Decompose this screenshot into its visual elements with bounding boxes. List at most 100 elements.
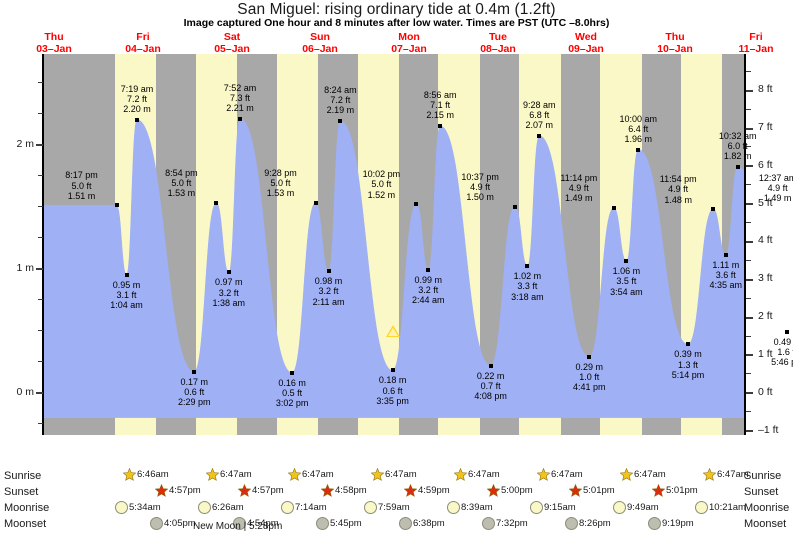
- sunrise-event-time: 6:47am: [385, 469, 417, 480]
- y-tick-left: [36, 268, 43, 271]
- y-tick-right: [746, 89, 753, 92]
- moonrise-icon: [364, 501, 377, 514]
- tide-label-line2: 6.8 ft: [529, 110, 550, 121]
- tide-label-line1: 0.95 m: [112, 279, 141, 290]
- star-icon: [620, 468, 633, 481]
- tide-label-2: 0.95 m 3.1 ft 1:04 am: [92, 280, 162, 311]
- moonset-icon: [565, 517, 578, 530]
- tide-label-7: 0.16 m 0.5 ft 3:02 pm: [257, 378, 327, 409]
- tide-label-line1: 12:37 am: [758, 172, 793, 183]
- sunset-event-2: 4:58pm: [321, 484, 367, 497]
- moonrise-event-7: 10:21am: [695, 501, 746, 514]
- tide-point-marker: [636, 147, 641, 152]
- moonrise-event-6: 9:49am: [613, 501, 659, 514]
- tide-point-marker: [134, 117, 139, 122]
- day-header-3: Sun 06–Jan: [280, 31, 360, 55]
- moonset-event-time: 7:32pm: [496, 518, 528, 529]
- moonrise-icon: [530, 501, 543, 514]
- tide-label-line1: 10:00 am: [619, 113, 658, 124]
- tide-label-1: 7:19 am 7.2 ft 2.20 m: [102, 84, 172, 115]
- tide-label-line1: 8:24 am: [324, 85, 357, 96]
- moonrise-event-2: 7:14am: [281, 501, 327, 514]
- moonrise-icon: [613, 501, 626, 514]
- day-date: 11–Jan: [738, 43, 774, 55]
- tide-point-marker: [735, 164, 740, 169]
- moonrise-icon: [115, 501, 128, 514]
- tide-label-line3: 1.82 m: [723, 151, 752, 162]
- sunset-event-time: 5:00pm: [501, 485, 533, 496]
- sunrise-row-label-left: Sunrise: [4, 470, 42, 482]
- y-tick-label-right: 1 ft: [758, 347, 773, 360]
- day-date: 10–Jan: [657, 43, 693, 55]
- tide-label-line1: 8:56 am: [423, 89, 457, 100]
- y-tick-left: [38, 423, 43, 425]
- moonrise-event-time: 7:14am: [295, 502, 327, 513]
- sunrise-event-5: 6:47am: [537, 468, 583, 481]
- y-tick-right: [746, 240, 753, 243]
- tide-point-marker: [537, 133, 542, 138]
- tide-label-line2: 5.0 ft: [71, 180, 92, 191]
- y-tick-label-right: 7 ft: [758, 121, 773, 134]
- tide-point-marker: [426, 267, 431, 272]
- tide-label-line1: 10:02 pm: [362, 169, 401, 180]
- sunset-event-time: 4:58pm: [335, 485, 367, 496]
- moonset-icon: [482, 517, 495, 530]
- y-tick-label-right: 0 ft: [758, 385, 773, 398]
- star-icon: [487, 484, 500, 497]
- tide-point-marker: [686, 342, 690, 347]
- y-tick-right: [746, 259, 751, 261]
- tide-label-28: 12:37 am 4.9 ft 1.49 m: [743, 173, 793, 204]
- tide-point-marker: [124, 272, 129, 277]
- tide-label-line1: 0.97 m: [215, 277, 243, 288]
- y-tick-label-right: 5 ft: [758, 196, 773, 209]
- tide-label-line2: 0.5 ft: [282, 388, 303, 399]
- moonrise-icon: [198, 501, 211, 514]
- day-header-0: Thu 03–Jan: [14, 31, 94, 55]
- day-of-week: Sun: [310, 31, 330, 43]
- sunrise-event-0: 6:46am: [123, 468, 169, 481]
- tide-label-line1: 0.16 m: [278, 377, 306, 388]
- sunrise-event-time: 6:47am: [302, 469, 334, 480]
- y-tick-left: [38, 237, 43, 239]
- sunrise-event-time: 6:47am: [220, 469, 252, 480]
- tide-point-marker: [238, 116, 242, 121]
- star-icon: [703, 468, 716, 481]
- y-tick-label-right: 6 ft: [758, 158, 773, 171]
- tide-label-line3: 2.20 m: [123, 104, 151, 115]
- tide-label-line3: 2.19 m: [326, 105, 355, 116]
- tide-label-line2: 5.0 ft: [371, 179, 392, 190]
- tide-label-4: 8:54 pm 5.0 ft 1.53 m: [146, 168, 216, 199]
- sunset-row-label-right: Sunset: [744, 486, 779, 498]
- tide-point-marker: [438, 123, 443, 128]
- day-date: 09–Jan: [568, 43, 604, 55]
- sunrise-event-1: 6:47am: [206, 468, 252, 481]
- tide-point-marker: [587, 354, 592, 359]
- sunrise-event-time: 6:47am: [634, 469, 666, 480]
- y-tick-label-left: 1 m: [16, 261, 34, 274]
- tide-label-line2: 5.0 ft: [270, 178, 291, 189]
- star-icon: [206, 468, 219, 481]
- day-of-week: Tue: [489, 31, 507, 43]
- y-tick-right: [746, 203, 753, 206]
- tide-label-27: 0.49 m1.6 ft5:46 pm: [752, 337, 793, 368]
- y-tick-left: [38, 299, 43, 301]
- tide-label-12: 10:02 pm 5.0 ft 1.52 m: [346, 169, 416, 200]
- day-header-2: Sat 05–Jan: [192, 31, 272, 55]
- tide-label-line1: 8:54 pm: [165, 167, 198, 178]
- y-tick-label-right: 4 ft: [758, 234, 773, 247]
- y-tick-right: [746, 278, 753, 281]
- day-header-7: Thu 10–Jan: [635, 31, 715, 55]
- moonset-icon: [648, 517, 661, 530]
- tide-point-marker: [723, 253, 728, 258]
- moonset-icon: [233, 517, 246, 530]
- tide-label-21: 10:00 am 6.4 ft 1.96 m: [603, 114, 673, 145]
- tide-label-line2: 4.9 ft: [668, 184, 689, 195]
- tide-label-line3: 4:08 pm: [474, 390, 507, 401]
- moonset-event-time: 5:45pm: [330, 518, 362, 529]
- tide-label-line2: 1.6 ft: [777, 347, 793, 358]
- y-tick-right: [746, 411, 751, 413]
- y-tick-right: [746, 165, 753, 168]
- star-icon: [652, 484, 665, 497]
- tide-label-line1: 1.02 m: [513, 271, 542, 282]
- y-tick-left: [38, 330, 43, 332]
